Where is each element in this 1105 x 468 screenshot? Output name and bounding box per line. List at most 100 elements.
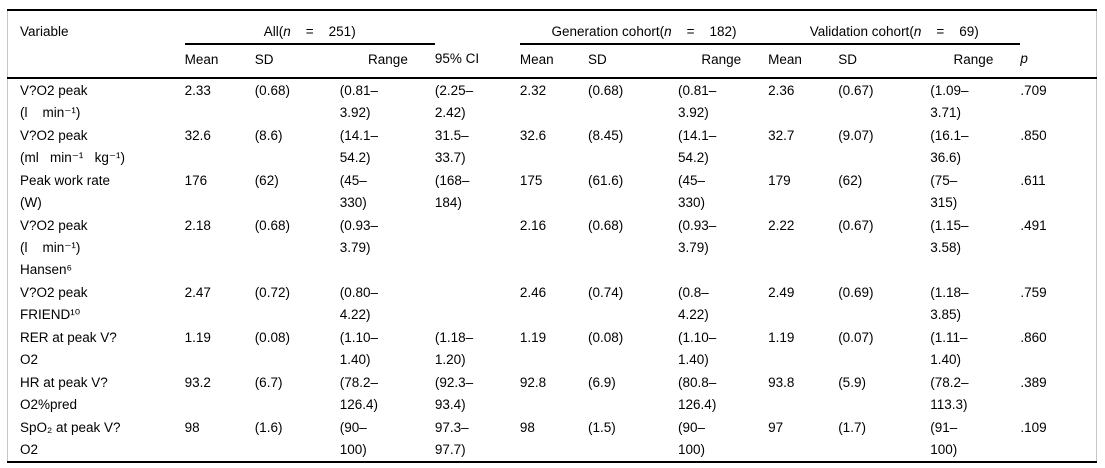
- cell-variable: RER at peak V? O2: [20, 330, 117, 367]
- cell-validation-range: (1.09– 3.71): [930, 83, 969, 120]
- column-header-mean-validation: Mean: [768, 44, 839, 79]
- cell-all-sd: (1.6): [254, 420, 283, 435]
- cell-variable: Peak work rate (W): [20, 173, 111, 210]
- cell-all-mean: 176: [184, 173, 208, 188]
- table-body: V?O2 peak (l min⁻¹) 2.33 (0.68) (0.81– 3…: [8, 78, 1097, 462]
- group-all-count: = 251): [290, 24, 356, 39]
- group-header-all: All(n = 251): [184, 10, 435, 45]
- cell-all-mean: 1.19: [184, 330, 211, 345]
- cell-all-sd: (0.08): [254, 330, 290, 345]
- cell-generation-sd: (8.45): [587, 128, 624, 143]
- cell-all-range: (14.1– 54.2): [339, 128, 379, 165]
- group-validation-n: n: [913, 24, 922, 39]
- cell-all-mean: 98: [184, 420, 200, 435]
- cell-generation-range: (0.81– 3.92): [678, 83, 717, 120]
- cell-generation-mean: 1.19: [519, 330, 547, 345]
- cell-generation-mean: 92.8: [519, 375, 547, 390]
- cell-validation-mean: 179: [768, 173, 791, 188]
- cell-all-sd: (0.68): [254, 83, 290, 98]
- cell-generation-mean: 175: [519, 173, 543, 188]
- column-header-mean-all: Mean: [184, 44, 255, 79]
- group-all-n: n: [283, 24, 291, 39]
- cell-p: .860: [1020, 330, 1047, 345]
- column-header-sd-all: SD: [254, 44, 340, 79]
- cell-variable: V?O2 peak FRIEND¹⁰: [20, 285, 88, 322]
- cell-generation-mean: 98: [519, 420, 535, 435]
- cell-all-range: (90– 100): [339, 420, 367, 457]
- cell-validation-mean: 32.7: [768, 128, 795, 143]
- cell-generation-range: (0.8– 4.22): [678, 285, 709, 322]
- column-header-row: Mean SD Range 95% CI Mean SD Range Mean …: [8, 44, 1097, 79]
- cell-generation-sd: (0.68): [587, 83, 624, 98]
- cell-ci: (2.25– 2.42): [434, 83, 474, 120]
- cell-variable: V?O2 peak (l min⁻¹): [20, 83, 88, 120]
- cell-validation-mean: 2.49: [768, 285, 795, 300]
- cell-all-sd: (0.68): [254, 218, 290, 233]
- cell-generation-range: (80.8– 126.4): [678, 375, 717, 412]
- cell-validation-sd: (0.07): [838, 330, 874, 345]
- cell-validation-range: (75– 315): [930, 173, 958, 210]
- cell-all-range: (0.80– 4.22): [339, 285, 379, 322]
- cell-all-mean: 2.33: [184, 83, 211, 98]
- cell-validation-sd: (0.69): [838, 285, 874, 300]
- cell-generation-range: (1.10– 1.40): [678, 330, 717, 367]
- group-header-spacer-ci: [435, 10, 520, 44]
- cell-p: .709: [1020, 83, 1047, 98]
- cell-generation-range: (14.1– 54.2): [678, 128, 717, 165]
- statistics-table: Variable All(n = 251) Generation cohort(…: [7, 9, 1097, 463]
- cell-variable: V?O2 peak (l min⁻¹) Hansen⁶: [20, 218, 88, 277]
- cell-generation-sd: (1.5): [587, 420, 616, 435]
- cell-variable: V?O2 peak (ml min⁻¹ kg⁻¹): [20, 128, 125, 165]
- cell-validation-mean: 1.19: [768, 330, 795, 345]
- column-header-range-validation: Range: [930, 44, 1021, 79]
- cell-ci: (168– 184): [434, 173, 470, 210]
- group-generation-count: = 182): [671, 24, 737, 39]
- cell-p: .389: [1020, 375, 1047, 390]
- column-header-range-generation: Range: [678, 44, 769, 79]
- column-header-range-all: Range: [339, 44, 435, 79]
- cell-p: .491: [1020, 218, 1047, 233]
- cell-all-range: (1.10– 1.40): [339, 330, 379, 367]
- cell-variable: SpO₂ at peak V? O2: [20, 420, 121, 457]
- column-header-ci: 95% CI: [434, 44, 520, 79]
- cell-validation-mean: 2.22: [768, 218, 795, 233]
- cell-ci: [435, 214, 520, 281]
- cell-p: .850: [1020, 128, 1047, 143]
- column-header-p: p: [1020, 44, 1097, 79]
- cell-generation-sd: (0.74): [587, 285, 624, 300]
- p-label: p: [1020, 51, 1028, 66]
- cell-validation-range: (91– 100): [930, 420, 958, 457]
- cell-p: .611: [1020, 173, 1046, 188]
- group-validation-count: = 69): [921, 24, 979, 39]
- group-all-prefix: All(: [263, 24, 284, 39]
- column-header-mean-generation: Mean: [519, 44, 588, 79]
- table-row: V?O2 peak (ml min⁻¹ kg⁻¹) 32.6 (8.6) (14…: [8, 124, 1097, 169]
- group-header-validation: Validation cohort(n = 69): [768, 10, 1021, 45]
- cell-all-range: (45– 330): [339, 173, 367, 210]
- table-row: V?O2 peak (l min⁻¹) 2.33 (0.68) (0.81– 3…: [8, 78, 1097, 124]
- cell-validation-sd: (1.7): [838, 420, 866, 435]
- cell-variable: HR at peak V? O2%pred: [20, 375, 108, 412]
- cell-generation-range: (45– 330): [678, 173, 706, 210]
- group-generation-prefix: Generation cohort(: [551, 24, 665, 39]
- group-validation-prefix: Validation cohort(: [809, 24, 914, 39]
- group-header-spacer-p: [1020, 10, 1096, 44]
- table-row: V?O2 peak FRIEND¹⁰ 2.47 (0.72) (0.80– 4.…: [8, 281, 1097, 326]
- cell-generation-sd: (61.6): [587, 173, 624, 188]
- cell-generation-mean: 32.6: [519, 128, 547, 143]
- cell-generation-mean: 2.46: [519, 285, 547, 300]
- header-variable: Variable: [7, 10, 185, 79]
- cell-validation-range: (1.15– 3.58): [930, 218, 969, 255]
- group-generation-n: n: [664, 24, 672, 39]
- cell-generation-mean: 2.32: [519, 83, 547, 98]
- cell-all-mean: 2.18: [184, 218, 211, 233]
- cell-validation-range: (16.1– 36.6): [930, 128, 969, 165]
- cell-validation-sd: (9.07): [838, 128, 874, 143]
- table-row: RER at peak V? O2 1.19 (0.08) (1.10– 1.4…: [8, 326, 1097, 371]
- table-row: SpO₂ at peak V? O2 98 (1.6) (90– 100) 97…: [8, 416, 1097, 462]
- cell-all-sd: (6.7): [254, 375, 283, 390]
- column-header-sd-generation: SD: [587, 44, 679, 79]
- cell-validation-sd: (62): [838, 173, 863, 188]
